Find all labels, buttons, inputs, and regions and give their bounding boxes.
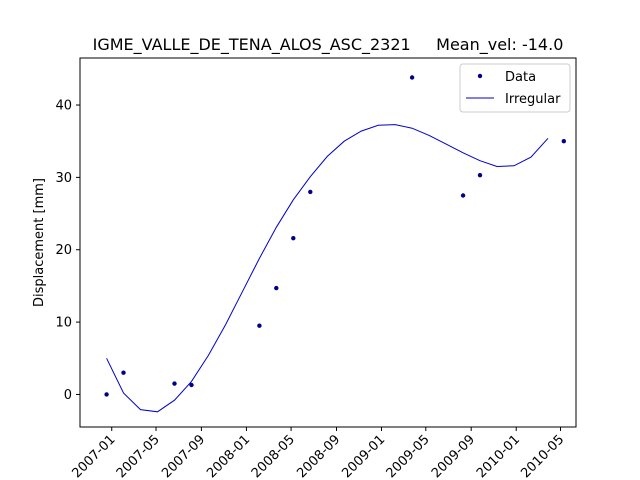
plot-area (104, 75, 566, 413)
data-point-5 (257, 323, 262, 328)
data-point-7 (291, 236, 296, 241)
data-point-6 (274, 285, 279, 291)
y-tick-label: 20 (55, 243, 72, 258)
y-tick-label: 0 (64, 388, 72, 403)
series-line-irregular (106, 124, 549, 413)
legend-label-irregular: Irregular (505, 92, 561, 107)
data-point-9 (409, 75, 415, 80)
legend-label-data: Data (505, 70, 536, 85)
data-point-2 (121, 370, 126, 375)
data-point-4 (189, 382, 194, 388)
data-point-10 (460, 193, 466, 198)
data-point-11 (477, 173, 483, 178)
data-point-1 (104, 392, 109, 397)
y-axis-label: Displacement [mm] (32, 178, 47, 307)
legend-box (459, 63, 571, 113)
y-tick-label: 10 (55, 316, 72, 331)
legend: Data Irregular (459, 63, 571, 113)
chart-title: IGME_VALLE_DE_TENA_ALOS_ASC_2321 Mean_ve… (93, 35, 564, 55)
y-tick-label: 40 (55, 99, 72, 114)
axes-frame (79, 57, 577, 428)
data-point-12 (561, 139, 566, 144)
legend-data-marker (477, 73, 483, 79)
data-point-3 (172, 381, 177, 386)
data-point-8 (308, 189, 313, 195)
y-tick-label: 30 (55, 171, 72, 186)
